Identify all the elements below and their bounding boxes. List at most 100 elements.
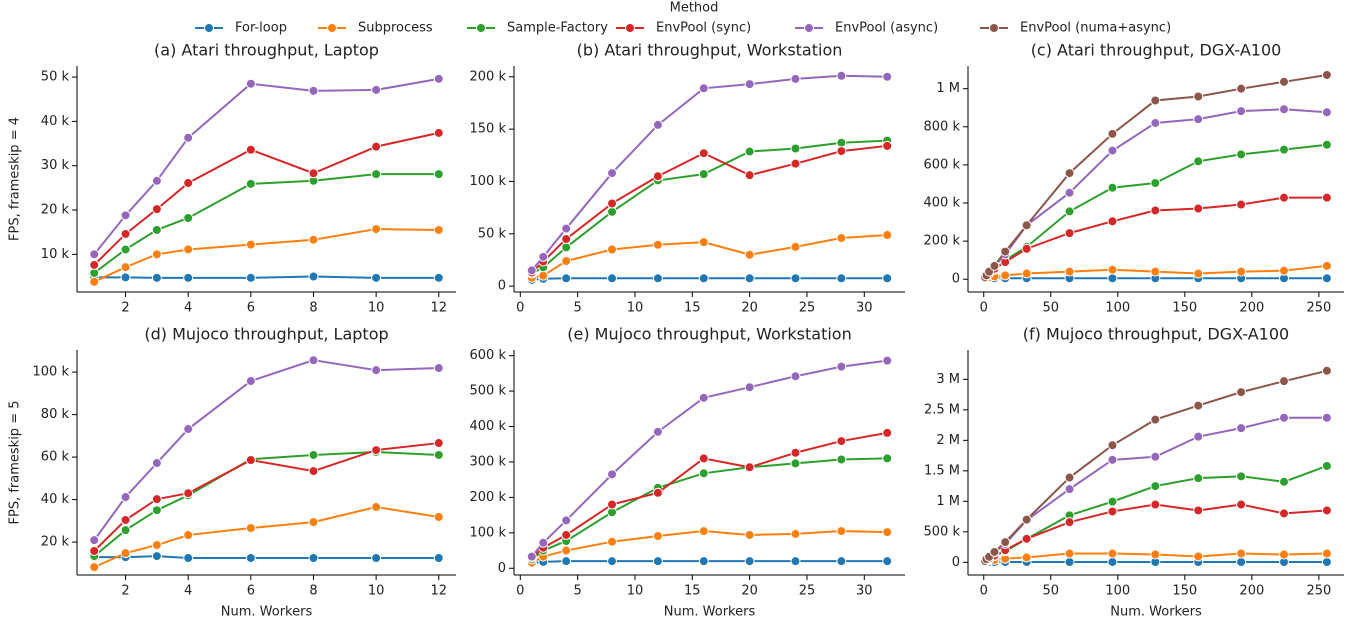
y-tick-label: 200 k xyxy=(470,69,507,84)
data-point xyxy=(245,78,256,89)
y-tick-label: 500 k xyxy=(470,384,507,399)
data-point xyxy=(1236,387,1247,398)
data-point xyxy=(1107,496,1118,507)
data-point xyxy=(561,256,572,267)
data-point xyxy=(652,273,663,284)
x-tick-label: 5 xyxy=(573,301,581,316)
data-point xyxy=(308,85,319,96)
y-tick-label: 200 k xyxy=(470,490,507,505)
x-tick-label: 20 xyxy=(741,301,758,316)
legend-title: Method xyxy=(670,1,719,16)
x-tick-label: 4 xyxy=(184,584,192,599)
data-point xyxy=(698,169,709,180)
data-point xyxy=(1000,246,1011,257)
data-point xyxy=(371,365,382,376)
data-point xyxy=(836,137,847,148)
data-point xyxy=(1236,266,1247,277)
data-point xyxy=(1279,144,1290,155)
x-tick-label: 15 xyxy=(684,584,701,599)
data-point xyxy=(151,249,162,260)
data-point xyxy=(607,556,618,567)
data-point xyxy=(183,177,194,188)
x-tick-label: 150 xyxy=(1172,301,1197,316)
legend-label: Sample-Factory xyxy=(507,21,608,36)
data-point xyxy=(1321,505,1332,516)
data-point xyxy=(790,158,801,169)
data-point xyxy=(1193,91,1204,102)
data-point xyxy=(744,529,755,540)
data-point xyxy=(371,224,382,235)
data-point xyxy=(1321,273,1332,284)
data-point xyxy=(151,204,162,215)
data-point xyxy=(1279,412,1290,423)
subplot-title: (a) Atari throughput, Laptop xyxy=(154,41,379,60)
x-tick-label: 4 xyxy=(184,301,192,316)
x-tick-label: 250 xyxy=(1306,301,1331,316)
data-point xyxy=(120,262,131,273)
data-point xyxy=(1321,192,1332,203)
data-point xyxy=(607,198,618,209)
data-point xyxy=(607,206,618,217)
series-line xyxy=(94,275,439,279)
series-line xyxy=(93,77,439,255)
y-tick-label: 200 k xyxy=(924,234,961,249)
data-point xyxy=(836,70,847,81)
y-tick-label: 600 k xyxy=(924,157,961,172)
data-point xyxy=(882,230,893,241)
data-point xyxy=(1321,260,1332,271)
data-point xyxy=(790,447,801,458)
data-point xyxy=(89,535,100,546)
data-point xyxy=(561,556,572,567)
data-point xyxy=(245,376,256,387)
y-tick-label: 1 M xyxy=(936,81,960,96)
data-point xyxy=(538,537,549,548)
data-point xyxy=(836,146,847,157)
y-tick-label: 60 k xyxy=(41,450,70,465)
data-point xyxy=(1064,517,1075,528)
data-point xyxy=(1150,549,1161,560)
y-tick-label: 100 k xyxy=(470,525,507,540)
data-point xyxy=(1321,69,1332,80)
data-point xyxy=(120,514,131,525)
data-point xyxy=(371,169,382,180)
data-point xyxy=(1236,106,1247,117)
series-line xyxy=(93,131,439,266)
data-point xyxy=(1236,557,1247,568)
series-line xyxy=(531,144,888,274)
data-point xyxy=(433,73,444,84)
data-point xyxy=(1064,557,1075,568)
data-point xyxy=(1279,549,1290,560)
data-point xyxy=(1193,551,1204,562)
subplot-title: (d) Mujoco throughput, Laptop xyxy=(144,325,388,344)
data-point xyxy=(882,453,893,464)
x-tick-label: 8 xyxy=(309,301,317,316)
data-point xyxy=(561,515,572,526)
data-point xyxy=(561,273,572,284)
data-point xyxy=(790,143,801,154)
data-point xyxy=(151,505,162,516)
data-point xyxy=(151,175,162,186)
data-point xyxy=(1107,182,1118,193)
data-point xyxy=(120,228,131,239)
y-axis-label: FPS, frameskip = 4 xyxy=(8,117,23,241)
y-tick-label: 50 k xyxy=(478,226,507,241)
data-point xyxy=(790,241,801,252)
data-point xyxy=(607,469,618,480)
series-line xyxy=(93,442,439,552)
data-point xyxy=(1150,414,1161,425)
data-point xyxy=(836,454,847,465)
data-point xyxy=(1150,95,1161,106)
data-point xyxy=(1279,476,1290,487)
y-tick-label: 2 M xyxy=(936,433,960,448)
data-point xyxy=(1150,117,1161,128)
data-point xyxy=(1193,431,1204,442)
data-point xyxy=(1150,499,1161,510)
data-point xyxy=(989,260,1000,271)
data-point xyxy=(1279,376,1290,387)
x-tick-label: 10 xyxy=(627,301,644,316)
data-point xyxy=(433,449,444,460)
data-point xyxy=(652,531,663,542)
data-point xyxy=(561,529,572,540)
data-point xyxy=(433,224,444,235)
